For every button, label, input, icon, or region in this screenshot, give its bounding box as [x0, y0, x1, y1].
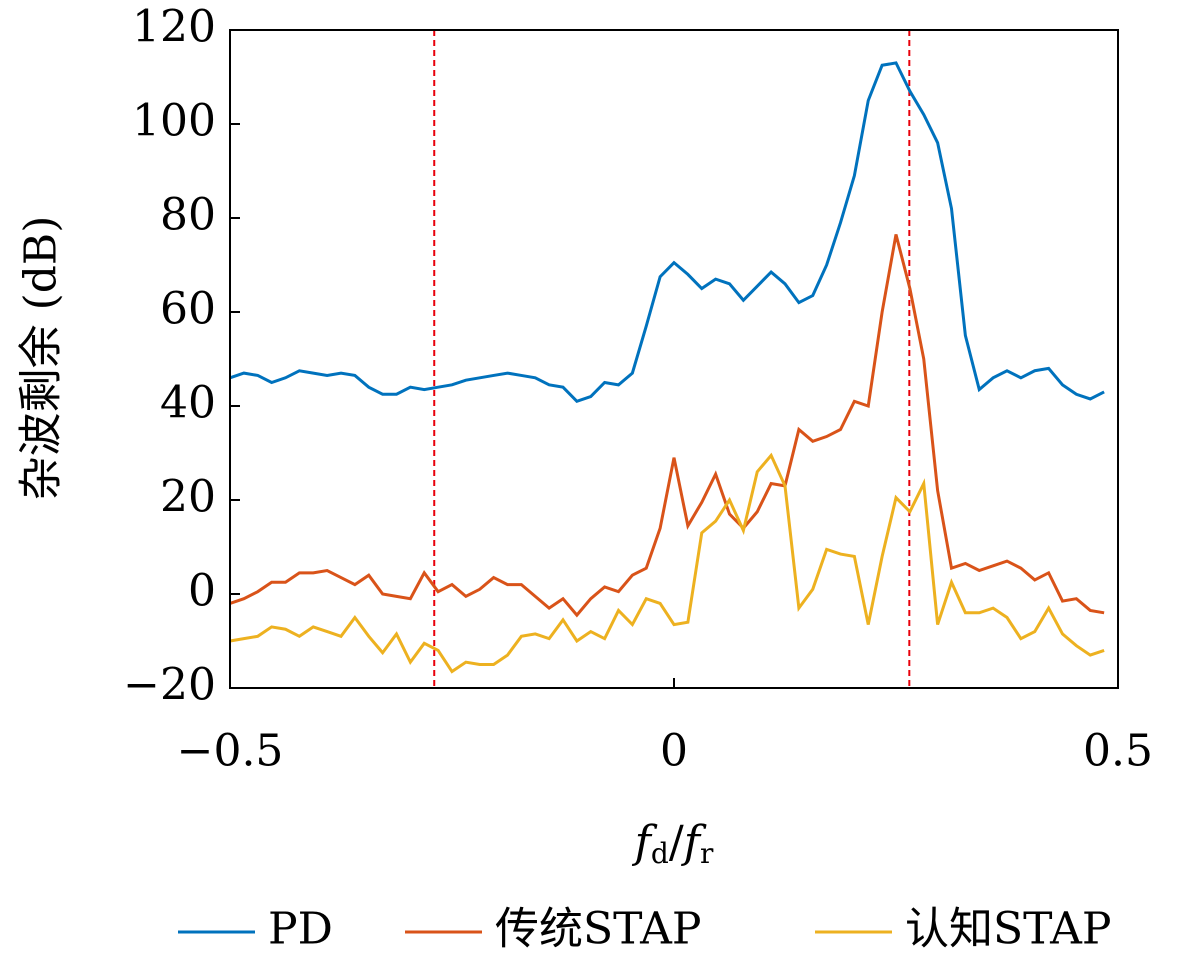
- data-line: [229, 234, 1105, 618]
- x-tick-label: 0.5: [1083, 726, 1153, 777]
- x-label-part: /: [669, 817, 684, 868]
- x-tick-label: −0.5: [177, 726, 284, 777]
- y-tick-label: 40: [160, 378, 216, 429]
- data-line: [229, 61, 1105, 404]
- y-tick-label: 80: [160, 190, 216, 241]
- y-tick-label: 20: [160, 472, 216, 523]
- x-tick-label: 0: [660, 726, 688, 777]
- legend-label: 传统STAP: [495, 904, 701, 955]
- legend-label: 认知STAP: [905, 904, 1111, 955]
- y-tick-label: 100: [132, 96, 216, 147]
- y-axis-label: 杂波剩余 (dB): [16, 216, 67, 501]
- plot-frame: [229, 29, 1119, 689]
- x-axis-label: fd/fr: [632, 817, 714, 870]
- data-line: [229, 452, 1105, 674]
- y-tick-label: 120: [132, 2, 216, 53]
- x-label-part: d: [651, 837, 669, 870]
- y-tick-label: −20: [123, 660, 216, 711]
- y-tick-label: 60: [160, 284, 216, 335]
- y-tick-label: 0: [188, 566, 216, 617]
- x-label-part: r: [700, 837, 714, 870]
- legend-label: PD: [268, 904, 333, 955]
